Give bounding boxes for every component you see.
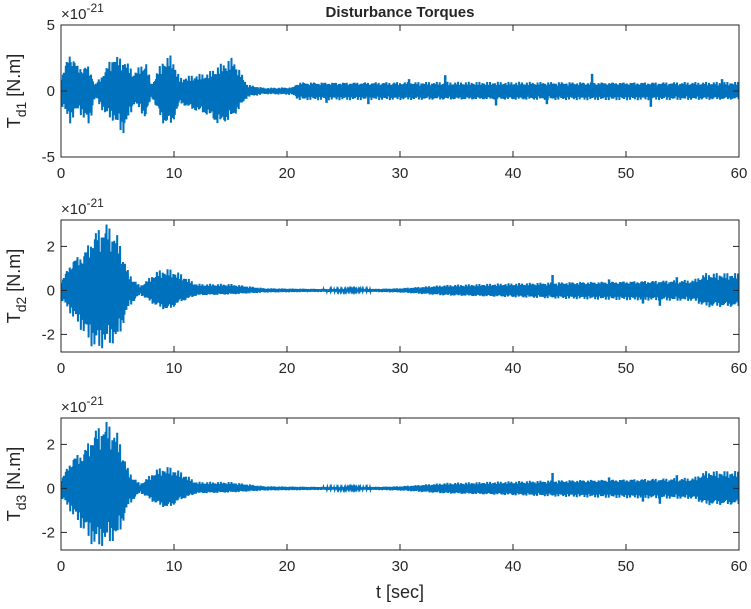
y-tick-label-3--2: -2 bbox=[42, 524, 55, 541]
x-tick-label-2-50: 50 bbox=[618, 360, 635, 377]
y-axis-label-main-2: T bbox=[4, 312, 24, 323]
x-tick-label-2-40: 40 bbox=[505, 360, 522, 377]
x-tick-label-2-30: 30 bbox=[392, 360, 409, 377]
exponent-base-3: ×10 bbox=[61, 399, 86, 416]
x-tick-label-1-40: 40 bbox=[505, 165, 522, 182]
y-axis-label-unit-1: [N.m] bbox=[4, 54, 24, 102]
exponent-base-2: ×10 bbox=[61, 201, 86, 218]
x-tick-label-2-10: 10 bbox=[166, 360, 183, 377]
y-axis-label-unit-2: [N.m] bbox=[4, 249, 24, 297]
y-tick-label-1-5: 5 bbox=[47, 17, 55, 34]
y-axis-label-sub-3: d3 bbox=[13, 495, 29, 511]
figure-title: Disturbance Torques bbox=[326, 4, 475, 21]
y-tick-label-2--2: -2 bbox=[42, 326, 55, 343]
y-axis-label-unit-3: [N.m] bbox=[4, 447, 24, 495]
x-tick-label-2-60: 60 bbox=[731, 360, 748, 377]
exponent-power-2: -21 bbox=[86, 196, 104, 210]
y-tick-label-1-0: 0 bbox=[47, 83, 55, 100]
x-tick-label-3-60: 60 bbox=[731, 558, 748, 575]
x-tick-label-1-0: 0 bbox=[57, 165, 65, 182]
y-tick-label-3-0: 0 bbox=[47, 480, 55, 497]
series-line-1 bbox=[61, 55, 739, 134]
y-axis-label-main-1: T bbox=[4, 117, 24, 128]
exponent-power-1: -21 bbox=[86, 1, 104, 15]
y-axis-label-3: Td3 [N.m] bbox=[4, 447, 29, 522]
y-axis-label-main-3: T bbox=[4, 510, 24, 521]
x-tick-label-2-0: 0 bbox=[57, 360, 65, 377]
x-axis-label: t [sec] bbox=[376, 582, 424, 602]
y-tick-label-2-2: 2 bbox=[47, 238, 55, 255]
x-tick-label-2-20: 20 bbox=[279, 360, 296, 377]
exponent-base-1: ×10 bbox=[61, 6, 86, 23]
series-line-3 bbox=[61, 421, 739, 546]
y-axis-label-sub-1: d1 bbox=[13, 102, 29, 118]
y-axis-label-sub-2: d2 bbox=[13, 297, 29, 313]
x-tick-label-1-30: 30 bbox=[392, 165, 409, 182]
x-tick-label-1-60: 60 bbox=[731, 165, 748, 182]
exponent-power-3: -21 bbox=[86, 394, 104, 408]
x-tick-label-3-30: 30 bbox=[392, 558, 409, 575]
x-tick-label-3-20: 20 bbox=[279, 558, 296, 575]
y-tick-label-2-0: 0 bbox=[47, 282, 55, 299]
y-tick-label-3-2: 2 bbox=[47, 436, 55, 453]
y-tick-label-1--5: -5 bbox=[42, 149, 55, 166]
x-tick-label-3-0: 0 bbox=[57, 558, 65, 575]
x-tick-label-1-10: 10 bbox=[166, 165, 183, 182]
exponent-label-1: ×10-21 bbox=[61, 1, 104, 23]
x-tick-label-1-20: 20 bbox=[279, 165, 296, 182]
x-tick-label-1-50: 50 bbox=[618, 165, 635, 182]
y-axis-label-1: Td1 [N.m] bbox=[4, 54, 29, 129]
x-tick-label-3-50: 50 bbox=[618, 558, 635, 575]
exponent-label-3: ×10-21 bbox=[61, 394, 104, 416]
x-tick-label-3-10: 10 bbox=[166, 558, 183, 575]
series-line-2 bbox=[61, 224, 739, 349]
exponent-label-2: ×10-21 bbox=[61, 196, 104, 218]
y-axis-label-2: Td2 [N.m] bbox=[4, 249, 29, 324]
x-tick-label-3-40: 40 bbox=[505, 558, 522, 575]
